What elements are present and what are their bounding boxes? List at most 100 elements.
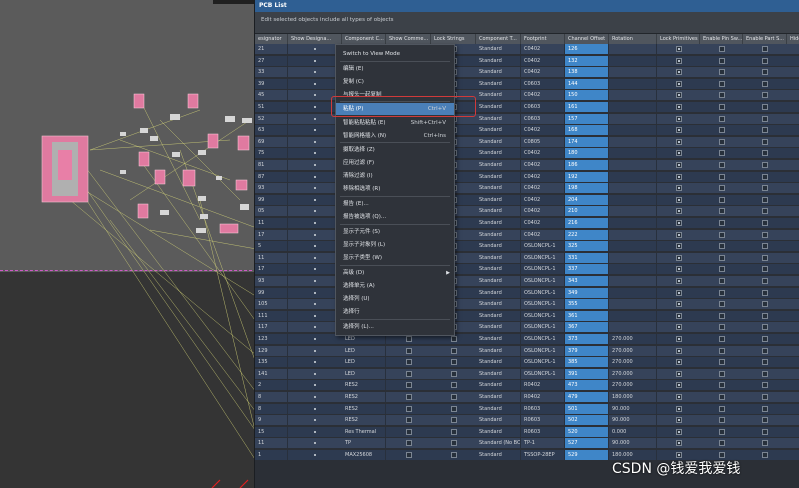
cell-type[interactable]: Standard bbox=[476, 171, 521, 182]
cell-channel[interactable]: 216 bbox=[565, 218, 609, 228]
cell-footprint[interactable]: OSLONCPL-1 bbox=[521, 357, 565, 368]
cell-footprint[interactable]: C0603 bbox=[521, 78, 565, 89]
enable-pin-swap-checkbox[interactable] bbox=[718, 173, 725, 180]
cell-des[interactable]: 63 bbox=[255, 125, 288, 136]
column-header[interactable]: Show Designa... bbox=[288, 34, 342, 44]
cell-des[interactable]: 117 bbox=[255, 322, 288, 333]
menu-item[interactable]: 移除相选项 (R) bbox=[336, 183, 454, 195]
cell-rotation[interactable] bbox=[609, 241, 657, 252]
enable-part-swap-checkbox[interactable] bbox=[762, 173, 768, 180]
table-row[interactable]: 1 MAX25608 Standard TSSOP-28EP 529 180.000 bbox=[255, 450, 799, 460]
show-comment-checkbox[interactable] bbox=[405, 370, 412, 377]
cell-des[interactable]: 69 bbox=[255, 136, 288, 147]
table-row[interactable]: 129 LED Standard OSLONCPL-1 379 270.000 bbox=[255, 345, 799, 356]
enable-pin-swap-checkbox[interactable] bbox=[718, 417, 725, 424]
menu-item[interactable]: 高级 (D) ▶ bbox=[336, 267, 454, 279]
cell-des[interactable]: 05 bbox=[255, 206, 288, 217]
column-header[interactable]: Show Comme... bbox=[386, 34, 431, 44]
cell-footprint[interactable]: C0402 bbox=[521, 90, 565, 101]
table-row[interactable]: 8 RES2 Standard R0603 501 90.000 bbox=[255, 403, 799, 414]
lock-primitives-checkbox[interactable] bbox=[675, 127, 682, 134]
cell-channel[interactable]: 355 bbox=[565, 299, 609, 310]
table-row[interactable]: 123 LED Standard OSLONCPL-1 373 270.000 bbox=[255, 334, 799, 344]
cell-type[interactable]: Standard bbox=[476, 264, 521, 275]
show-comment-checkbox[interactable] bbox=[405, 428, 412, 435]
cell-rotation[interactable] bbox=[609, 148, 657, 159]
cell-des[interactable]: 27 bbox=[255, 55, 288, 66]
cell-footprint[interactable]: OSLONCPL-1 bbox=[521, 241, 565, 252]
enable-part-swap-checkbox[interactable] bbox=[762, 80, 768, 87]
enable-pin-swap-checkbox[interactable] bbox=[718, 278, 725, 284]
show-comment-checkbox[interactable] bbox=[405, 417, 412, 424]
lock-primitives-checkbox[interactable] bbox=[675, 428, 682, 435]
enable-part-swap-checkbox[interactable] bbox=[762, 289, 768, 296]
enable-part-swap-checkbox[interactable] bbox=[762, 394, 768, 400]
lock-primitives-checkbox[interactable] bbox=[675, 452, 682, 458]
cell-footprint[interactable]: C0402 bbox=[521, 160, 565, 170]
column-header[interactable]: Lock Strings bbox=[431, 34, 476, 44]
cell-type[interactable]: Standard bbox=[476, 392, 521, 402]
enable-part-swap-checkbox[interactable] bbox=[762, 440, 768, 447]
cell-rotation[interactable] bbox=[609, 55, 657, 66]
cell-type[interactable]: Standard bbox=[476, 415, 521, 426]
column-header[interactable]: Enable Part S... bbox=[743, 34, 787, 44]
enable-part-swap-checkbox[interactable] bbox=[762, 405, 768, 412]
cell-channel[interactable]: 325 bbox=[565, 241, 609, 252]
cell-footprint[interactable]: C0402 bbox=[521, 229, 565, 240]
cell-type[interactable]: Standard bbox=[476, 78, 521, 89]
cell-footprint[interactable]: C0402 bbox=[521, 171, 565, 182]
lock-primitives-checkbox[interactable] bbox=[675, 92, 682, 99]
lock-strings-checkbox[interactable] bbox=[450, 382, 457, 389]
lock-primitives-checkbox[interactable] bbox=[675, 80, 682, 87]
cell-rotation[interactable] bbox=[609, 102, 657, 112]
lock-primitives-checkbox[interactable] bbox=[675, 162, 682, 168]
cell-des[interactable]: 21 bbox=[255, 44, 288, 54]
cell-rotation[interactable]: 180.000 bbox=[609, 450, 657, 460]
cell-footprint[interactable]: OSLONCPL-1 bbox=[521, 252, 565, 263]
cell-rotation[interactable]: 270.000 bbox=[609, 345, 657, 356]
cell-footprint[interactable]: OSLONCPL-1 bbox=[521, 264, 565, 275]
cell-channel[interactable]: 180 bbox=[565, 148, 609, 159]
cell-channel[interactable]: 192 bbox=[565, 171, 609, 182]
cell-type[interactable]: Standard bbox=[476, 136, 521, 147]
cell-rotation[interactable] bbox=[609, 78, 657, 89]
column-header[interactable]: Hide bbox=[787, 34, 799, 44]
lock-primitives-checkbox[interactable] bbox=[675, 301, 682, 308]
cell-channel[interactable]: 150 bbox=[565, 90, 609, 101]
lock-strings-checkbox[interactable] bbox=[450, 394, 457, 400]
cell-footprint[interactable]: C0603 bbox=[521, 113, 565, 124]
lock-primitives-checkbox[interactable] bbox=[675, 394, 682, 400]
enable-pin-swap-checkbox[interactable] bbox=[718, 57, 725, 64]
cell-type[interactable]: Standard bbox=[476, 241, 521, 252]
cell-des[interactable]: 87 bbox=[255, 171, 288, 182]
enable-part-swap-checkbox[interactable] bbox=[762, 150, 768, 157]
cell-type[interactable]: Standard bbox=[476, 357, 521, 368]
enable-part-swap-checkbox[interactable] bbox=[762, 301, 768, 308]
cell-footprint[interactable]: R0603 bbox=[521, 415, 565, 426]
enable-pin-swap-checkbox[interactable] bbox=[718, 46, 725, 52]
cell-footprint[interactable]: C0402 bbox=[521, 44, 565, 54]
lock-primitives-checkbox[interactable] bbox=[675, 254, 682, 261]
panel-title[interactable]: PCB List bbox=[255, 0, 799, 12]
cell-channel[interactable]: 174 bbox=[565, 136, 609, 147]
cell-type[interactable]: Standard bbox=[476, 67, 521, 78]
cell-type[interactable]: Standard bbox=[476, 183, 521, 194]
cell-des[interactable]: 75 bbox=[255, 148, 288, 159]
lock-primitives-checkbox[interactable] bbox=[675, 231, 682, 238]
enable-part-swap-checkbox[interactable] bbox=[762, 312, 768, 319]
column-header[interactable]: esignator bbox=[255, 34, 288, 44]
cell-rotation[interactable]: 90.000 bbox=[609, 415, 657, 426]
lock-strings-checkbox[interactable] bbox=[450, 359, 457, 366]
cell-channel[interactable]: 349 bbox=[565, 287, 609, 298]
lock-strings-checkbox[interactable] bbox=[450, 336, 457, 342]
enable-pin-swap-checkbox[interactable] bbox=[718, 428, 725, 435]
cell-type[interactable]: Standard bbox=[476, 229, 521, 240]
enable-pin-swap-checkbox[interactable] bbox=[718, 394, 725, 400]
cell-rotation[interactable]: 180.000 bbox=[609, 392, 657, 402]
cell-rotation[interactable]: 90.000 bbox=[609, 403, 657, 414]
column-header[interactable]: Lock Primitives bbox=[657, 34, 700, 44]
enable-pin-swap-checkbox[interactable] bbox=[718, 104, 725, 110]
cell-footprint[interactable]: R0603 bbox=[521, 403, 565, 414]
show-comment-checkbox[interactable] bbox=[405, 336, 412, 342]
cell-rotation[interactable] bbox=[609, 206, 657, 217]
